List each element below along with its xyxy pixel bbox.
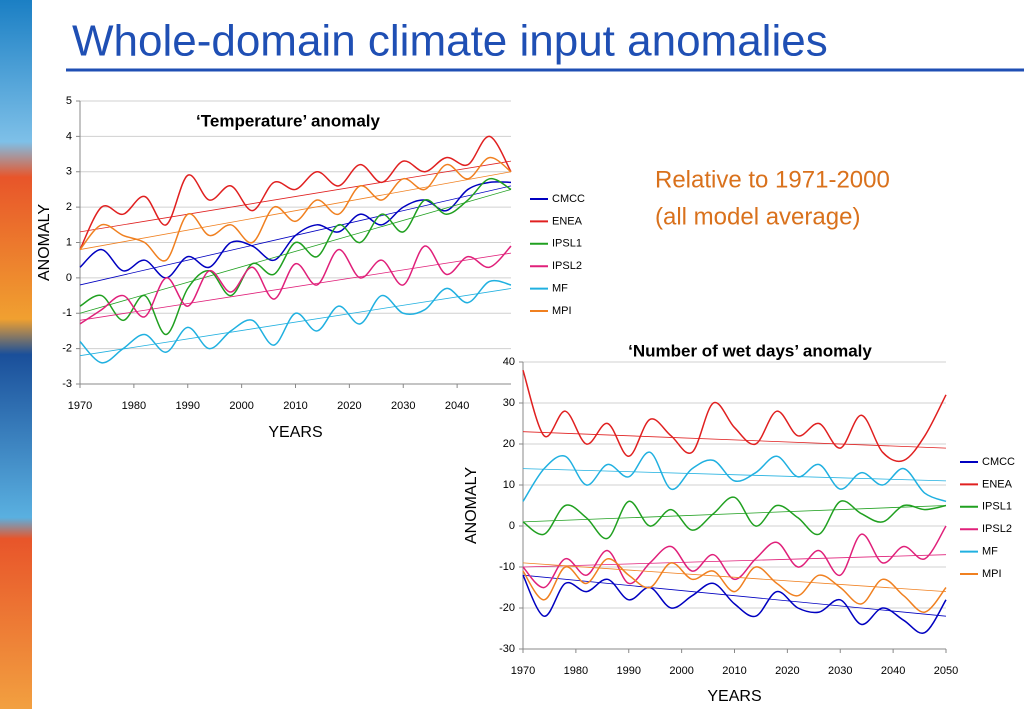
y-tick-label: 1 <box>66 236 72 248</box>
y-tick-label: -3 <box>62 378 72 390</box>
slide-title: Whole-domain climate input anomalies <box>72 17 828 66</box>
series-line <box>79 279 512 364</box>
trend-line <box>522 468 947 482</box>
y-tick-label: -20 <box>499 602 515 614</box>
legend-label: ENEA <box>552 215 583 227</box>
y-tick-label: -1 <box>62 307 72 319</box>
y-axis-label: ANOMALY <box>36 204 53 281</box>
chart-title: ‘Temperature’ anomaly <box>196 111 380 130</box>
annotation: Relative to 1971-2000 <box>655 166 890 193</box>
y-axis-label: ANOMALY <box>463 467 480 544</box>
legend-label: IPSL2 <box>982 523 1012 535</box>
x-tick-label: 1990 <box>176 400 200 412</box>
trend-line <box>79 288 512 357</box>
y-tick-label: 2 <box>66 201 72 213</box>
x-tick-label: 2020 <box>775 665 799 677</box>
series-line <box>522 558 947 613</box>
legend-label: ENEA <box>982 478 1013 490</box>
trend-line <box>522 431 947 449</box>
y-tick-label: -10 <box>499 561 515 573</box>
y-tick-label: -2 <box>62 343 72 355</box>
x-tick-label: 1980 <box>122 400 146 412</box>
trend-line <box>79 252 512 321</box>
legend-label: MF <box>552 283 568 295</box>
side-bar <box>0 0 32 709</box>
legend-label: CMCC <box>982 456 1015 468</box>
x-tick-label: 2010 <box>722 665 746 677</box>
trend-line <box>79 189 512 314</box>
x-tick-label: 2030 <box>828 665 852 677</box>
y-tick-label: 40 <box>503 356 515 368</box>
annotation: (all model average) <box>655 203 860 230</box>
x-tick-label: 2040 <box>445 400 469 412</box>
legend-label: IPSL1 <box>982 501 1012 513</box>
series-line <box>522 525 947 589</box>
series-line <box>522 369 947 463</box>
series-line <box>79 245 512 325</box>
trend-line <box>522 562 947 592</box>
x-tick-label: 2020 <box>337 400 361 412</box>
x-tick-label: 2050 <box>934 665 958 677</box>
trend-line <box>79 185 512 286</box>
y-tick-label: 3 <box>66 166 72 178</box>
series-line <box>79 156 512 262</box>
legend-label: MPI <box>982 568 1002 580</box>
x-tick-label: 2040 <box>881 665 905 677</box>
legend-label: MF <box>982 546 998 558</box>
series-line <box>522 451 947 503</box>
y-tick-label: 0 <box>66 272 72 284</box>
trend-line <box>522 505 947 523</box>
x-tick-label: 1980 <box>564 665 588 677</box>
trend-line <box>79 160 512 233</box>
legend-label: IPSL1 <box>552 238 582 250</box>
trend-line <box>522 574 947 617</box>
series-line <box>79 135 512 250</box>
x-tick-label: 2000 <box>669 665 693 677</box>
x-tick-label: 2010 <box>283 400 307 412</box>
trend-line <box>79 171 512 250</box>
x-tick-label: 1970 <box>511 665 535 677</box>
x-tick-label: 2030 <box>391 400 415 412</box>
chart-title: ‘Number of wet days’ anomaly <box>628 341 872 360</box>
y-tick-label: 5 <box>66 95 72 107</box>
y-tick-label: 0 <box>509 520 515 532</box>
y-tick-label: 4 <box>66 130 72 142</box>
x-tick-label: 1990 <box>617 665 641 677</box>
y-tick-label: 30 <box>503 397 515 409</box>
x-axis-label: YEARS <box>707 688 761 705</box>
legend-label: IPSL2 <box>552 260 582 272</box>
series-line <box>79 177 512 336</box>
series-line <box>522 574 947 634</box>
y-tick-label: 10 <box>503 479 515 491</box>
x-axis-label: YEARS <box>268 424 322 441</box>
trend-line <box>522 554 947 568</box>
series-line <box>522 496 947 540</box>
legend-label: CMCC <box>552 193 585 205</box>
y-tick-label: -30 <box>499 643 515 655</box>
y-tick-label: 20 <box>503 438 515 450</box>
x-tick-label: 1970 <box>68 400 92 412</box>
x-tick-label: 2000 <box>229 400 253 412</box>
legend-label: MPI <box>552 305 572 317</box>
